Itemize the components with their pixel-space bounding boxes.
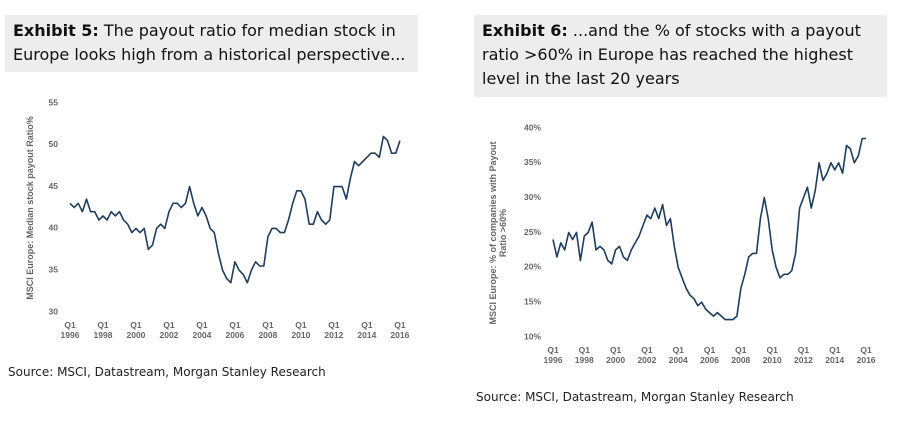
x-tick-label: Q1 1998: [93, 320, 113, 340]
x-tick-label: Q1 2012: [794, 345, 813, 365]
y-tick-label: 35%: [524, 157, 541, 167]
x-tick-label: Q1 2002: [159, 320, 179, 340]
exhibit-label: Exhibit 5:: [13, 21, 99, 40]
y-tick-label: 35: [49, 264, 59, 274]
x-tick-label: Q1 2008: [731, 345, 751, 365]
x-tick-label: Q1 2012: [324, 320, 344, 340]
title-box: Exhibit 5: The payout ratio for median s…: [5, 15, 418, 72]
y-tick-label: 30: [49, 306, 59, 316]
exhibit-label: Exhibit 6:: [482, 21, 568, 40]
x-tick-label: Q1 1998: [574, 345, 594, 365]
x-tick-label: Q1 2016: [856, 345, 876, 365]
y-tick-label: 25%: [524, 227, 541, 237]
data-line: [552, 137, 867, 321]
x-tick-label: Q1 2002: [637, 345, 657, 365]
source: Source: MSCI, Datastream, Morgan Stanley…: [8, 365, 326, 379]
y-tick-label: 20%: [524, 262, 541, 272]
chart-title: The payout ratio for median stock in Eur…: [13, 21, 406, 64]
title-box: Exhibit 6: ...and the % of stocks with a…: [474, 15, 887, 97]
x-tick-label: Q1 2014: [825, 345, 845, 365]
source: Source: MSCI, Datastream, Morgan Stanley…: [476, 390, 794, 404]
y-tick-label: 45: [49, 181, 59, 191]
x-tick-label: Q1 2016: [390, 320, 410, 340]
x-tick-label: Q1 2000: [606, 345, 626, 365]
y-tick-label: 40%: [524, 122, 541, 132]
y-axis-label: MSCI Europe: Median stock payout Ratio%: [25, 115, 35, 300]
x-tick-label: Q1 1996: [543, 345, 563, 365]
chart-title: ...and the % of stocks with a payout rat…: [482, 21, 861, 88]
x-tick-label: Q1 2006: [700, 345, 719, 365]
x-tick-label: Q1 2006: [225, 320, 245, 340]
y-axis-label: MSCI Europe: % of companies with Payout …: [488, 140, 508, 325]
data-line: [69, 135, 401, 284]
y-tick-label: 15%: [524, 296, 541, 306]
x-tick-label: Q1 2000: [126, 320, 146, 340]
x-tick-label: Q1 2010: [291, 320, 311, 340]
y-tick-label: 55: [49, 97, 59, 107]
x-tick-label: Q1 2004: [668, 345, 688, 365]
x-tick-label: Q1 2014: [357, 320, 377, 340]
x-tick-label: Q1 1996: [60, 320, 80, 340]
y-tick-label: 30%: [524, 192, 541, 202]
x-tick-label: Q1 2004: [192, 320, 212, 340]
x-tick-label: Q1 2010: [762, 345, 782, 365]
y-tick-label: 50: [49, 139, 59, 149]
y-tick-label: 10%: [524, 331, 541, 341]
y-tick-label: 40: [49, 223, 59, 233]
x-tick-label: Q1 2008: [258, 320, 278, 340]
